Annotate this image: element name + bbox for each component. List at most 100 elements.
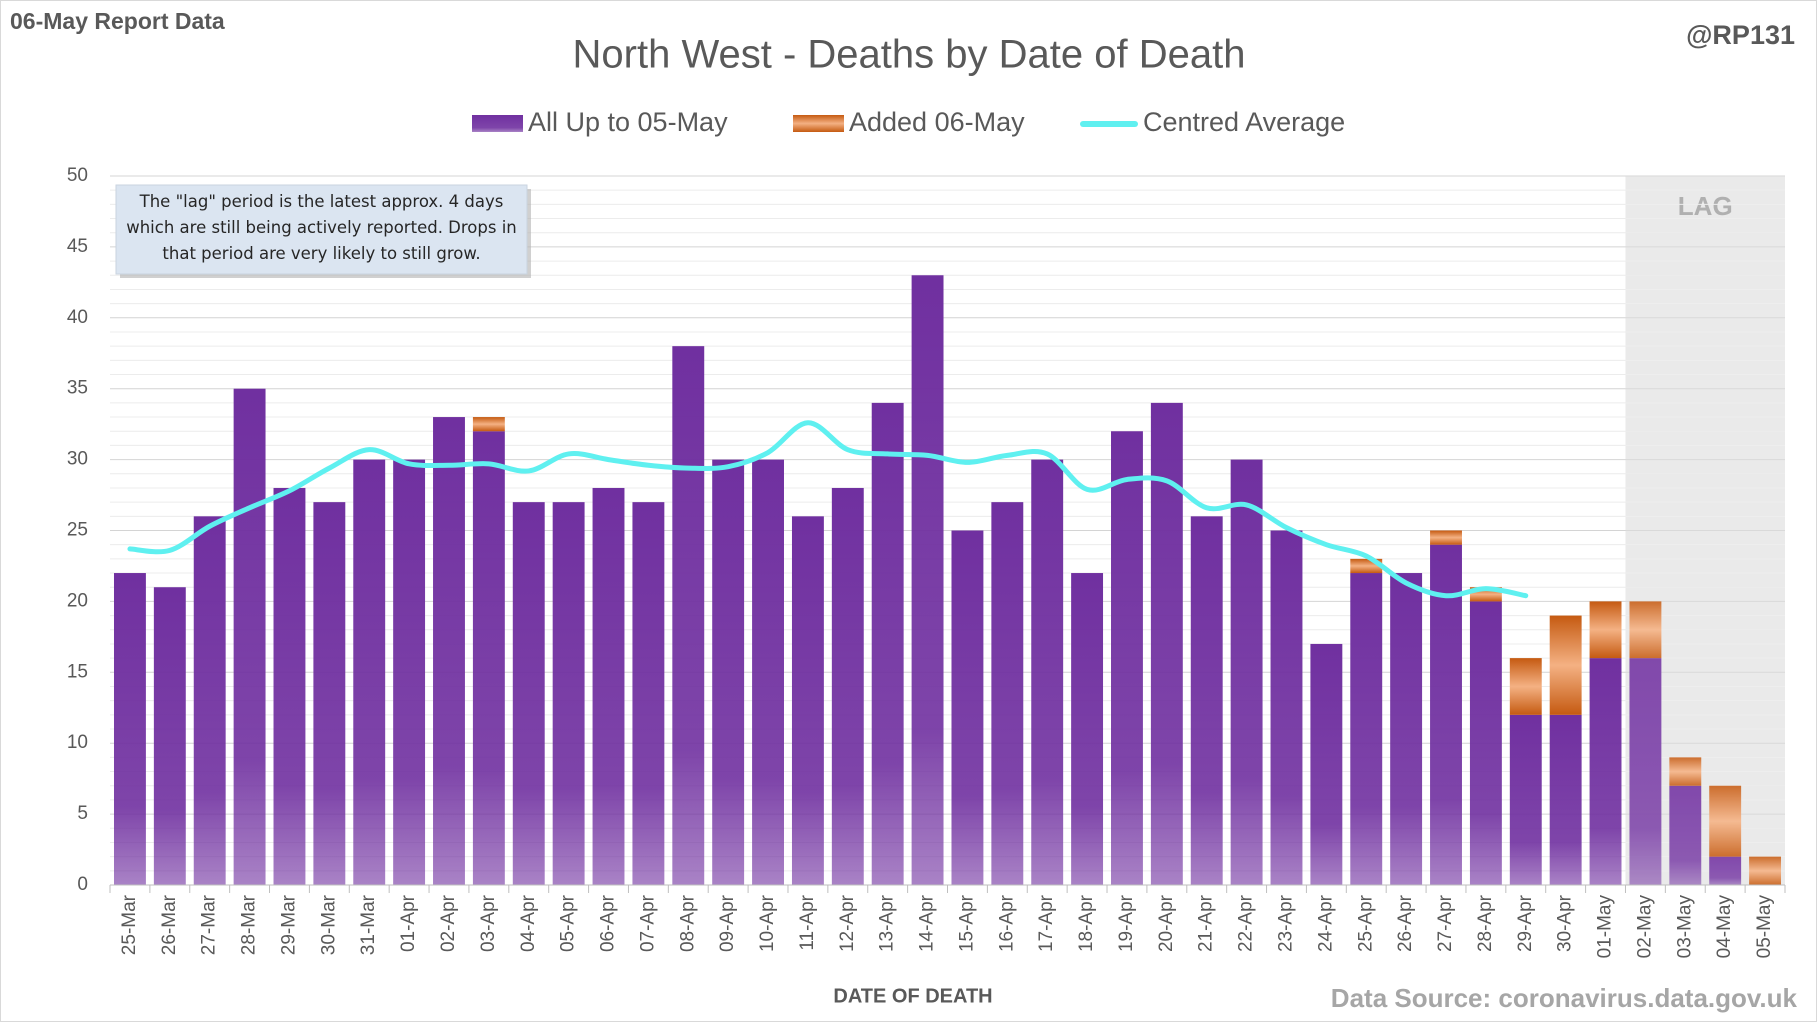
bar-segment (1111, 431, 1143, 885)
x-tick-label: 07-Apr (637, 894, 658, 952)
x-tick-label: 04-May (1714, 895, 1735, 959)
bar-segment (1669, 757, 1702, 786)
lag-overlay (1625, 176, 1785, 885)
x-tick-label: 14-Apr (917, 894, 938, 952)
average-line (127, 420, 1529, 599)
lag-label: LAG (1678, 191, 1733, 221)
x-tick-label: 05-Apr (558, 894, 579, 952)
x-tick-label: 19-Apr (1116, 894, 1137, 952)
bar-segment (433, 417, 465, 885)
x-tick-label: 02-Apr (438, 894, 459, 952)
bar-segment (1709, 785, 1742, 857)
x-tick-label: 29-Apr (1515, 894, 1536, 952)
y-tick-label: 30 (67, 449, 88, 470)
bar-segment (1589, 601, 1622, 659)
handle: @RP131 (1686, 20, 1795, 50)
y-tick-label: 50 (67, 165, 88, 186)
bar-segment (1430, 544, 1462, 885)
y-tick-label: 0 (77, 874, 88, 895)
bar-segment (911, 275, 944, 885)
y-tick-label: 10 (67, 732, 88, 753)
legend-label: All Up to 05-May (528, 107, 728, 137)
x-tick-label: 21-Apr (1196, 894, 1217, 952)
x-tick-label: 27-Mar (199, 894, 220, 955)
x-tick-label: 31-Mar (358, 894, 379, 955)
bar-segment (831, 487, 864, 885)
y-tick-label: 5 (77, 803, 88, 824)
x-tick-label: 30-Apr (1555, 894, 1576, 952)
bar-segment (1031, 459, 1064, 885)
bar-segment (1390, 573, 1423, 885)
report-label: 06-May Report Data (10, 8, 225, 34)
bar-segment (712, 459, 745, 885)
bar-segment (991, 502, 1024, 885)
x-axis-title: DATE OF DEATH (833, 985, 992, 1007)
x-tick-label: 25-Apr (1355, 894, 1376, 952)
bar-segment (1549, 714, 1582, 885)
bar-segment (1071, 573, 1104, 885)
x-tick-label: 12-Apr (837, 894, 858, 952)
legend-label: Centred Average (1143, 107, 1345, 137)
x-tick-label: 24-Apr (1315, 894, 1336, 952)
bar-segment (1270, 530, 1303, 885)
x-tick-label: 15-Apr (956, 894, 977, 952)
bar-segment (353, 459, 386, 885)
x-tick-label: 18-Apr (1076, 894, 1097, 952)
bar-segment (1589, 658, 1622, 885)
bar-segment (1230, 459, 1263, 885)
annotation: The "lag" period is the latest approx. 4… (126, 192, 517, 263)
annotation-text: The "lag" period is the latest approx. 4… (126, 192, 517, 263)
bar-segment (233, 388, 266, 885)
x-tick-label: 09-Apr (717, 894, 738, 952)
x-tick-label: 27-Apr (1435, 894, 1456, 952)
bar-segment (512, 502, 545, 885)
y-tick-label: 20 (67, 590, 88, 611)
y-tick-label: 35 (67, 378, 88, 399)
bar-segment (113, 573, 146, 885)
y-tick-label: 40 (67, 307, 88, 328)
x-tick-label: 06-Apr (598, 894, 619, 952)
x-tick-label: 26-Apr (1395, 894, 1416, 952)
x-tick-label: 08-Apr (677, 894, 698, 952)
x-tick-label: 16-Apr (996, 894, 1017, 952)
x-tick-label: 01-Apr (398, 894, 419, 952)
x-tick-label: 26-Mar (159, 894, 180, 955)
x-tick-label: 25-Mar (119, 894, 140, 955)
bar-segment (672, 346, 705, 885)
x-tick-label: 20-Apr (1156, 894, 1177, 952)
bar-segment (1150, 402, 1183, 885)
bar-segment (871, 402, 904, 885)
bar-segment (193, 516, 226, 885)
chart-title: North West - Deaths by Date of Death (573, 33, 1246, 77)
legend-swatch (472, 115, 523, 132)
bar-segment (313, 502, 346, 885)
bar-segment (1430, 530, 1462, 545)
bar-segment (1709, 856, 1742, 885)
bar-segment (1310, 643, 1343, 885)
bar-segment (1629, 658, 1662, 885)
data-source: Data Source: coronavirus.data.gov.uk (1331, 983, 1798, 1013)
bar-segment (153, 587, 186, 885)
x-tick-label: 23-Apr (1276, 894, 1297, 952)
bar-segment (951, 530, 984, 885)
bar-segment (1669, 785, 1702, 885)
y-tick-label: 25 (67, 520, 88, 541)
x-tick-label: 28-Apr (1475, 894, 1496, 952)
x-tick-label: 29-Mar (278, 894, 299, 955)
bar-segment (1469, 601, 1502, 885)
bar-segment (1350, 573, 1383, 885)
bar-segment (791, 516, 824, 885)
legend-label: Added 06-May (849, 107, 1025, 137)
x-tick-label: 02-May (1634, 895, 1655, 959)
bar-segment (1190, 516, 1223, 885)
x-tick-label: 28-Mar (239, 894, 260, 955)
x-tick-label: 22-Apr (1236, 894, 1257, 952)
x-tick-label: 10-Apr (757, 894, 778, 952)
bar-segment (1549, 615, 1582, 715)
x-tick-label: 03-Apr (478, 894, 499, 952)
bar-segment (1629, 601, 1662, 659)
bar-segment (472, 431, 505, 885)
x-tick-label: 03-May (1674, 895, 1695, 959)
